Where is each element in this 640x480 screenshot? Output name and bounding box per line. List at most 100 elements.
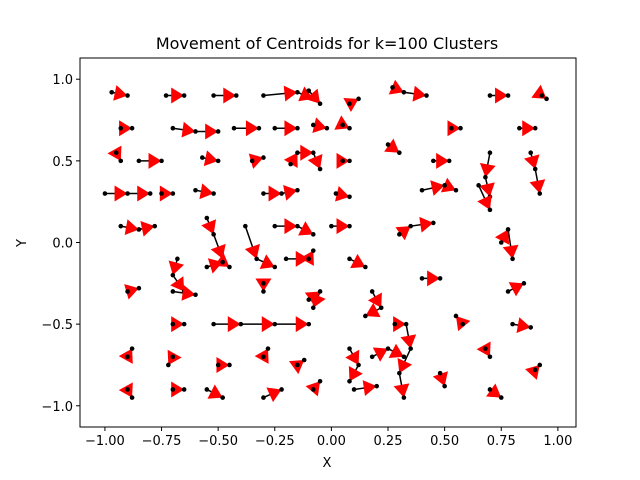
arrow-head bbox=[362, 380, 377, 396]
centroid-point bbox=[317, 166, 323, 172]
centroid-point bbox=[118, 158, 124, 164]
plot-frame bbox=[79, 57, 577, 428]
centroid-point bbox=[317, 289, 323, 294]
centroid-point bbox=[517, 125, 522, 131]
arrow-head bbox=[508, 282, 524, 297]
centroid-point bbox=[487, 354, 493, 360]
centroid-point bbox=[310, 305, 316, 311]
centroid-point bbox=[431, 158, 436, 164]
x-tick-label: −0.50 bbox=[198, 434, 238, 449]
centroid-point bbox=[193, 187, 198, 193]
y-tick-label: 0.5 bbox=[52, 155, 73, 170]
arrow-head bbox=[113, 85, 128, 101]
centroid-point bbox=[125, 387, 130, 392]
centroid-point bbox=[301, 357, 307, 363]
centroid-point bbox=[220, 395, 225, 400]
centroid-point bbox=[306, 321, 312, 327]
arrow-head bbox=[494, 229, 510, 245]
centroid-point bbox=[170, 272, 176, 278]
arrow-head bbox=[259, 254, 275, 269]
centroid-point bbox=[505, 93, 511, 98]
centroid-point bbox=[136, 227, 142, 232]
centroid-point bbox=[442, 383, 447, 389]
centroid-point bbox=[329, 223, 334, 229]
centroid-point bbox=[347, 125, 352, 131]
centroid-point bbox=[505, 289, 511, 294]
centroid-point bbox=[310, 150, 316, 155]
x-tick-label: 0.75 bbox=[487, 434, 516, 449]
arrow-head bbox=[244, 243, 260, 259]
arrow-head bbox=[336, 218, 350, 235]
centroid-point bbox=[283, 256, 289, 262]
centroid-point bbox=[347, 378, 352, 384]
centroid-point bbox=[401, 395, 407, 400]
centroid-point bbox=[211, 232, 216, 237]
centroid-point bbox=[261, 354, 266, 360]
arrow-head bbox=[124, 284, 139, 300]
centroid-point bbox=[175, 256, 180, 262]
arrow-head bbox=[203, 150, 219, 167]
arrow-head bbox=[525, 364, 540, 380]
centroid-point bbox=[211, 321, 216, 327]
centroid-point bbox=[510, 321, 515, 327]
centroid-point bbox=[449, 125, 454, 131]
arrow-head bbox=[495, 87, 509, 104]
centroid-point bbox=[324, 125, 330, 131]
arrow-head bbox=[367, 292, 382, 308]
arrow-head bbox=[350, 253, 366, 269]
centroid-point bbox=[220, 259, 225, 265]
centroid-point bbox=[272, 264, 278, 270]
centroid-point bbox=[385, 142, 391, 147]
centroid-point bbox=[537, 191, 543, 196]
arrow-head bbox=[479, 182, 495, 197]
centroid-point bbox=[392, 321, 398, 327]
centroid-point bbox=[243, 223, 248, 229]
centroid-point bbox=[487, 207, 493, 213]
arrow-head bbox=[479, 162, 496, 178]
centroid-point bbox=[544, 96, 549, 102]
arrow-head bbox=[201, 219, 217, 235]
arrow-head bbox=[531, 84, 547, 99]
arrow-head bbox=[397, 357, 413, 374]
centroid-point bbox=[272, 321, 278, 327]
arrow-head bbox=[283, 85, 298, 102]
centroid-point bbox=[152, 223, 158, 229]
arrow-head bbox=[205, 123, 219, 140]
y-tick-label: 0.0 bbox=[52, 237, 73, 252]
arrow-head bbox=[522, 120, 536, 137]
centroid-point bbox=[288, 161, 293, 167]
centroid-point bbox=[390, 85, 395, 90]
centroid-point bbox=[505, 227, 511, 232]
arrow-head bbox=[372, 347, 389, 362]
arrow-head bbox=[307, 153, 323, 170]
centroid-point bbox=[125, 191, 130, 196]
arrow-head bbox=[393, 316, 407, 333]
centroid-point bbox=[118, 125, 124, 131]
centroid-point bbox=[163, 93, 169, 98]
centroid-point bbox=[351, 387, 357, 392]
arrow-head bbox=[486, 383, 502, 398]
centroid-point bbox=[369, 354, 375, 360]
centroid-point bbox=[102, 191, 108, 196]
centroid-point bbox=[521, 281, 527, 286]
arrow-head bbox=[430, 180, 445, 196]
centroid-point bbox=[204, 387, 210, 392]
centroid-point bbox=[129, 346, 135, 351]
centroid-point bbox=[249, 158, 255, 164]
centroid-point bbox=[347, 101, 352, 107]
arrow-head bbox=[477, 194, 492, 210]
centroid-point bbox=[193, 129, 198, 134]
arrow-head bbox=[384, 138, 400, 153]
centroid-point bbox=[265, 346, 271, 351]
arrow-head bbox=[159, 185, 173, 202]
arrow-head bbox=[284, 120, 298, 137]
arrow-head bbox=[283, 152, 298, 168]
centroid-point bbox=[374, 383, 379, 389]
centroid-point bbox=[215, 129, 221, 134]
centroid-point bbox=[363, 313, 368, 319]
centroid-point bbox=[261, 289, 266, 294]
centroid-point bbox=[347, 346, 352, 351]
arrow-head bbox=[137, 185, 151, 202]
centroid-point bbox=[272, 125, 278, 131]
